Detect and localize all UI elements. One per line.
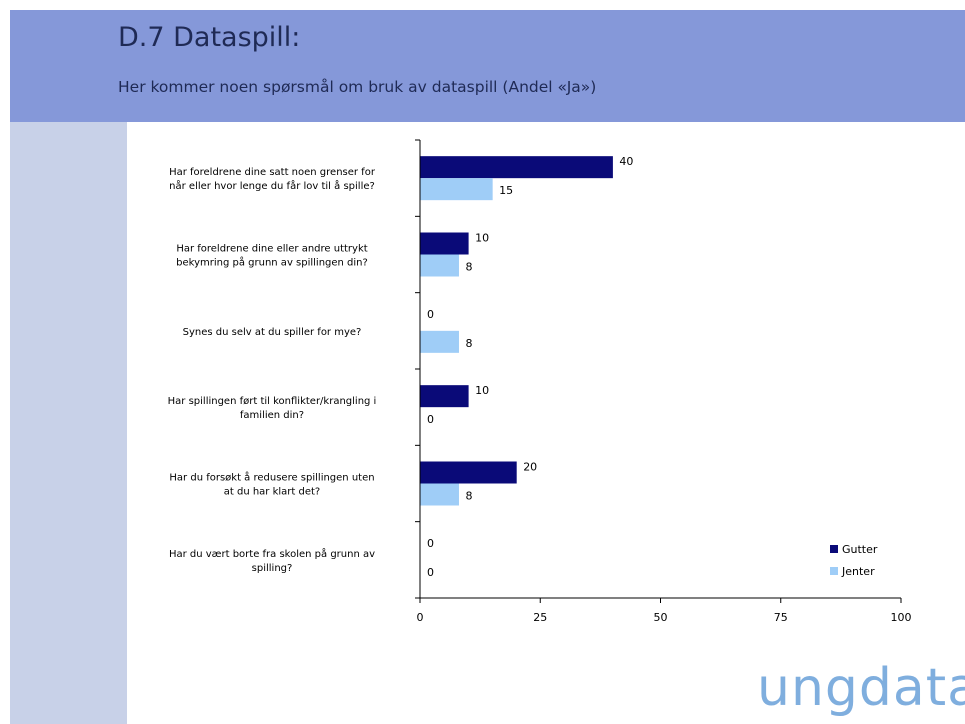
bar-jenter [420, 178, 493, 201]
category-label: Har du vært borte fra skolen på grunn av [169, 547, 375, 560]
slide-sidebar [10, 122, 127, 724]
bar-value-label: 0 [427, 413, 434, 426]
bar-value-label: 0 [427, 566, 434, 579]
bar-gutter [420, 156, 613, 179]
bar-value-label: 8 [465, 337, 472, 350]
bar-value-label: 0 [427, 308, 434, 321]
category-label: Har foreldrene dine satt noen grenser fo… [169, 167, 376, 178]
bar-value-label: 8 [465, 261, 472, 274]
category-label: Har foreldrene dine eller andre uttrykt [176, 244, 367, 255]
bar-value-label: 0 [427, 537, 434, 550]
category-label: bekymring på grunn av spillingen din? [176, 256, 368, 269]
bar-value-label: 40 [619, 155, 633, 168]
x-tick-label: 100 [891, 611, 912, 624]
bar-jenter [420, 330, 459, 353]
legend-label-jenter: Jenter [841, 565, 875, 578]
x-tick-label: 0 [417, 611, 424, 624]
bar-value-label: 10 [475, 232, 489, 245]
bar-value-label: 10 [475, 384, 489, 397]
category-label: at du har klart det? [224, 487, 320, 498]
slide-header [10, 10, 965, 122]
legend-swatch-gutter [830, 545, 838, 553]
category-label: Har du forsøkt å redusere spillingen ute… [169, 471, 374, 484]
category-label: Har spillingen ført til konflikter/krang… [168, 396, 377, 407]
legend-label-gutter: Gutter [842, 543, 878, 556]
bar-gutter [420, 232, 469, 255]
x-tick-label: 75 [774, 611, 788, 624]
slide-title: D.7 Dataspill: [118, 22, 301, 53]
bar-value-label: 8 [465, 490, 472, 503]
category-label: når eller hvor lenge du får lov til å sp… [169, 179, 375, 192]
category-label: familien din? [240, 410, 304, 421]
bar-value-label: 15 [499, 184, 513, 197]
category-label: Synes du selv at du spiller for mye? [183, 327, 362, 338]
bar-jenter [420, 483, 459, 506]
bar-gutter [420, 385, 469, 408]
chart-area: 0 25 50 75 100 40 15 Har foreldrene dine satt n… [127, 122, 965, 724]
legend-swatch-jenter [830, 567, 838, 575]
bar-jenter [420, 254, 459, 277]
category-label: spilling? [252, 563, 293, 574]
slide-subtitle: Her kommer noen spørsmål om bruk av data… [118, 78, 597, 96]
x-tick-label: 50 [654, 611, 668, 624]
x-tick-label: 25 [533, 611, 547, 624]
ungdata-logo: ungdata [757, 658, 965, 718]
bar-value-label: 20 [523, 461, 537, 474]
bar-gutter [420, 461, 517, 484]
